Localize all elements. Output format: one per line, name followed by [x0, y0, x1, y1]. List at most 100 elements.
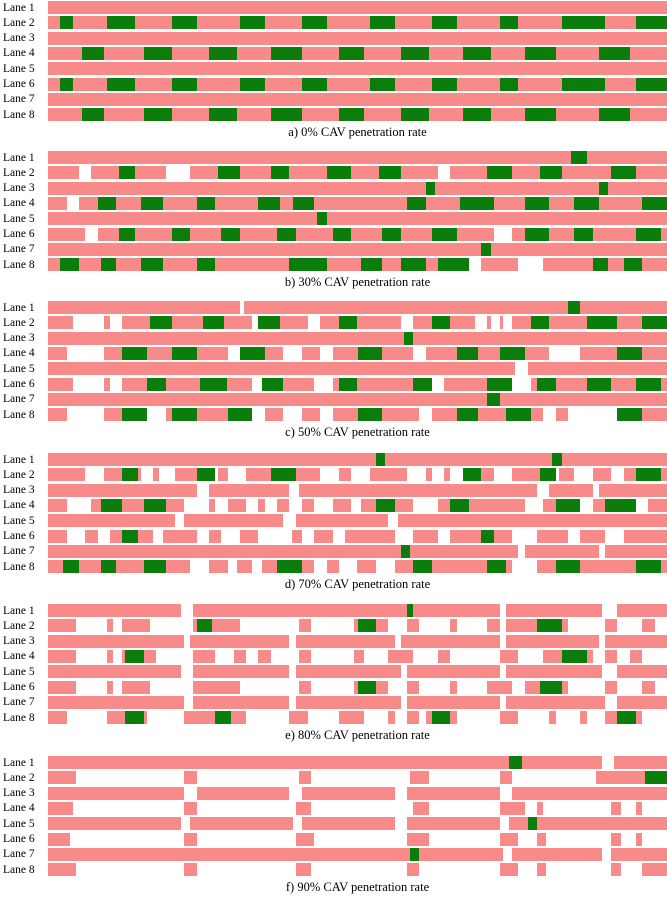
- lane-label: Lane 8: [3, 560, 35, 573]
- gap-segment: [264, 498, 278, 512]
- gap-segment: [620, 832, 637, 846]
- cav-vehicle: [636, 227, 661, 241]
- gap-segment: [642, 801, 667, 815]
- cav-vehicle: [537, 619, 562, 633]
- lane-track: [48, 756, 667, 769]
- lane-label: Lane 1: [3, 151, 35, 164]
- panel-caption: e) 80% CAV penetration rate: [285, 728, 430, 743]
- gap-segment: [512, 377, 531, 391]
- gap-segment: [428, 832, 500, 846]
- gap-segment: [196, 483, 209, 497]
- cav-vehicle: [567, 301, 581, 314]
- cav-vehicle: [202, 316, 225, 330]
- gap-segment: [72, 316, 104, 330]
- lane-label: Lane 3: [3, 332, 35, 345]
- cav-vehicle: [598, 181, 609, 195]
- gap-segment: [592, 483, 599, 497]
- cav-vehicle: [407, 604, 414, 617]
- cav-vehicle: [561, 16, 606, 30]
- lane-label: Lane 7: [3, 696, 35, 709]
- gap-segment: [311, 801, 414, 815]
- cav-vehicle: [82, 46, 104, 60]
- cav-vehicle: [487, 166, 513, 180]
- gap-segment: [512, 529, 537, 543]
- lane-track: [48, 92, 667, 106]
- gap-segment: [66, 529, 86, 543]
- cav-vehicle: [63, 560, 79, 574]
- gap-segment: [456, 619, 488, 633]
- lane-track: [48, 408, 667, 422]
- gap-segment: [642, 649, 667, 663]
- panel-caption: d) 70% CAV penetration rate: [284, 577, 431, 592]
- gap-segment: [524, 498, 544, 512]
- cav-vehicle: [119, 227, 135, 241]
- gap-segment: [283, 514, 296, 528]
- gap-segment: [112, 619, 123, 633]
- cav-vehicle: [97, 196, 117, 210]
- lane-track: [48, 771, 667, 785]
- lane-label: Lane 1: [3, 604, 35, 617]
- gap-segment: [499, 634, 507, 648]
- gap-segment: [537, 483, 550, 497]
- gap-segment: [75, 863, 185, 877]
- cav-vehicle: [437, 258, 469, 272]
- gap-segment: [190, 560, 209, 574]
- lane-track: [48, 529, 667, 543]
- gap-segment: [215, 498, 228, 512]
- panel-caption: b) 30% CAV penetration rate: [284, 275, 431, 290]
- lane-track: [48, 604, 667, 617]
- cav-vehicle: [617, 346, 643, 360]
- gap-segment: [450, 649, 500, 663]
- gap-segment: [419, 408, 432, 422]
- gap-segment: [314, 377, 333, 391]
- cav-vehicle: [481, 529, 494, 543]
- panel-c: Lane 1 Lane 2 Lane 3 Lane 4 Lane 5 Lane 6 Lane…: [0, 300, 667, 445]
- lane-label: Lane 3: [3, 484, 35, 497]
- gap-segment: [320, 468, 339, 482]
- lane-track: [48, 301, 667, 314]
- lane-track: [48, 1, 667, 14]
- cav-vehicle: [338, 108, 364, 122]
- gap-segment: [289, 483, 299, 497]
- cav-vehicle: [208, 108, 237, 122]
- cav-vehicle: [623, 258, 643, 272]
- cav-vehicle: [431, 77, 457, 91]
- cav-vehicle: [598, 108, 630, 122]
- gap-segment: [502, 847, 513, 861]
- gap-segment: [196, 801, 296, 815]
- gap-segment: [518, 863, 537, 877]
- lane-track: [48, 634, 667, 648]
- cav-vehicle: [239, 77, 265, 91]
- lane-label: Lane 2: [3, 468, 35, 481]
- gap-segment: [419, 711, 426, 725]
- cav-vehicle: [119, 166, 135, 180]
- panel-a: Lane 1 Lane 2 Lane 3 Lane 4 Lane 5 Lane 6 Lane…: [0, 0, 667, 145]
- gap-segment: [66, 408, 104, 422]
- lane-label: Lane 5: [3, 514, 35, 527]
- gap-segment: [140, 468, 154, 482]
- lane-label: Lane 2: [3, 771, 35, 784]
- cav-vehicle: [171, 77, 197, 91]
- gap-segment: [602, 756, 615, 769]
- lane-label: Lane 4: [3, 197, 35, 210]
- cav-vehicle: [524, 196, 550, 210]
- gap-segment: [518, 649, 544, 663]
- gap-segment: [311, 863, 407, 877]
- lane-track: [48, 392, 667, 406]
- gap-segment: [376, 560, 395, 574]
- gap-segment: [184, 786, 197, 800]
- cav-vehicle: [382, 227, 401, 241]
- gap-segment: [475, 316, 488, 330]
- gap-segment: [543, 801, 612, 815]
- panel-caption: f) 90% CAV penetration rate: [285, 880, 430, 895]
- panel-caption: c) 50% CAV penetration rate: [285, 425, 430, 440]
- lane-label: Lane 1: [3, 453, 35, 466]
- gap-segment: [493, 227, 513, 241]
- cav-vehicle: [403, 331, 414, 345]
- lane-track: [48, 680, 667, 694]
- cav-vehicle: [215, 711, 231, 725]
- gap-segment: [314, 498, 333, 512]
- gap-segment: [413, 498, 438, 512]
- lane-label: Lane 2: [3, 619, 35, 632]
- gap-segment: [289, 634, 296, 648]
